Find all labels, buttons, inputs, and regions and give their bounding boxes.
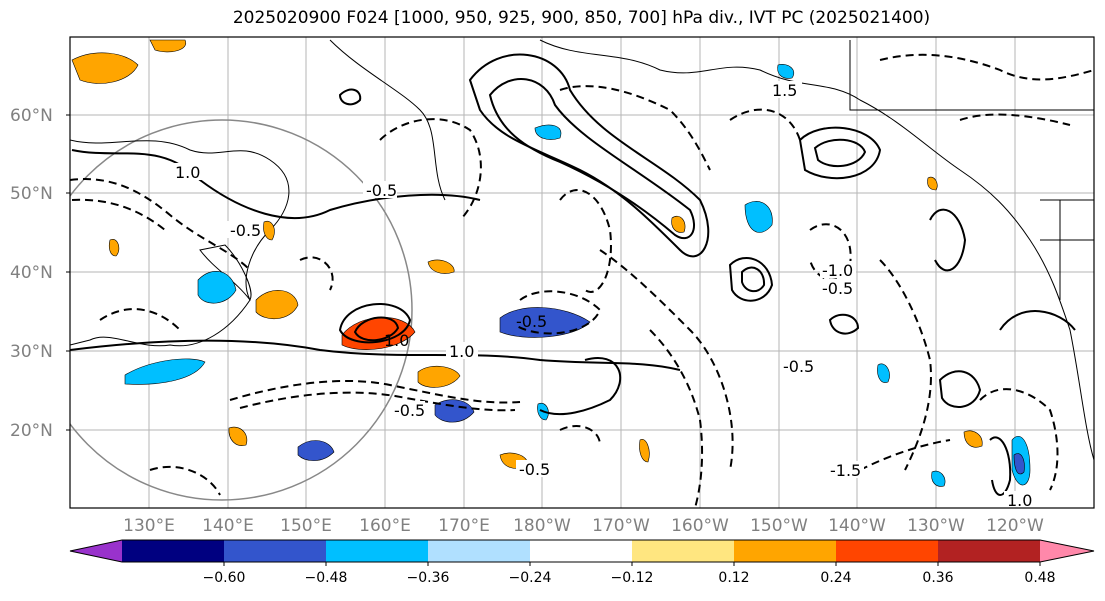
negative-contours	[70, 53, 1094, 508]
colorbar-segment	[530, 540, 633, 562]
colorbar-tick-label: 0.12	[718, 570, 749, 586]
colorbar-segment	[938, 540, 1041, 562]
colorbar: −0.60 −0.48 −0.36 −0.24 −0.12 0.12 0.24 0.36 0.4…	[69, 539, 1095, 586]
lon-label: 160°E	[359, 516, 411, 536]
contour-label: -0.5	[783, 357, 814, 376]
lon-label: 140°W	[828, 516, 886, 536]
lon-label: 140°E	[202, 516, 254, 536]
contour-label: 1.0	[175, 163, 200, 182]
lon-label: 160°W	[671, 516, 729, 536]
colorbar-tick-label: −0.12	[611, 570, 654, 586]
latitude-labels: 60°N 50°N 40°N 30°N 20°N	[10, 106, 53, 441]
colorbar-tick-label: −0.36	[407, 570, 450, 586]
positive-contours	[70, 53, 1076, 496]
longitude-labels: 130°E 140°E 150°E 160°E 170°E 180°W 170°…	[123, 516, 1044, 536]
colorbar-tick-label: 0.48	[1024, 570, 1055, 586]
contour-label: 1.0	[1007, 491, 1032, 510]
contour-label: -1.0	[822, 261, 853, 280]
lon-label: 120°W	[986, 516, 1044, 536]
map-content: -0.5 1.0 -0.5 1.0 -0.5 -0.5 1.0 -0.5 -1.…	[70, 37, 1094, 510]
colorbar-tick-label: −0.24	[509, 570, 552, 586]
lon-label: 170°W	[592, 516, 650, 536]
contour-label: -0.5	[519, 460, 550, 479]
colorbar-segment	[734, 540, 837, 562]
contour-label: -1.5	[830, 461, 861, 480]
colorbar-tick-label: −0.48	[305, 570, 348, 586]
contour-label: -0.5	[366, 181, 397, 200]
contour-label: -0.5	[516, 312, 547, 331]
lon-label: 130°W	[907, 516, 965, 536]
lat-label: 40°N	[10, 263, 53, 283]
colorbar-tick-label: 0.24	[820, 570, 851, 586]
colorbar-segment	[122, 540, 225, 562]
contour-label: -0.5	[394, 401, 425, 420]
colorbar-segment	[224, 540, 327, 562]
lon-label: 180°W	[513, 516, 571, 536]
lon-label: 150°W	[750, 516, 808, 536]
lon-label: 150°E	[280, 516, 332, 536]
contour-label: -0.5	[822, 279, 853, 298]
colorbar-segment	[632, 540, 735, 562]
lat-label: 50°N	[10, 184, 53, 204]
contour-label: -0.5	[230, 221, 261, 240]
colorbar-extend-min	[70, 540, 122, 562]
contour-label: 1.5	[772, 81, 797, 100]
contour-labels: -0.5 1.0 -0.5 1.0 -0.5 -0.5 1.0 -0.5 -1.…	[172, 81, 1036, 510]
colorbar-segment	[428, 540, 531, 562]
contour-label: 1.0	[449, 342, 474, 361]
ivt-shading	[71, 39, 1031, 487]
lat-label: 20°N	[10, 421, 53, 441]
colorbar-segment	[326, 540, 429, 562]
colorbar-segment	[836, 540, 939, 562]
colorbar-tick-label: 0.36	[922, 570, 953, 586]
lat-label: 60°N	[10, 106, 53, 126]
lon-label: 130°E	[123, 516, 175, 536]
lat-label: 30°N	[10, 342, 53, 362]
lon-label: 170°E	[438, 516, 490, 536]
map-title: 2025020900 F024 [1000, 950, 925, 900, 85…	[232, 8, 931, 28]
colorbar-tick-label: −0.60	[203, 570, 246, 586]
colorbar-extend-max	[1040, 540, 1094, 562]
contour-label: 1.0	[384, 331, 409, 350]
reference-circle	[70, 119, 413, 501]
